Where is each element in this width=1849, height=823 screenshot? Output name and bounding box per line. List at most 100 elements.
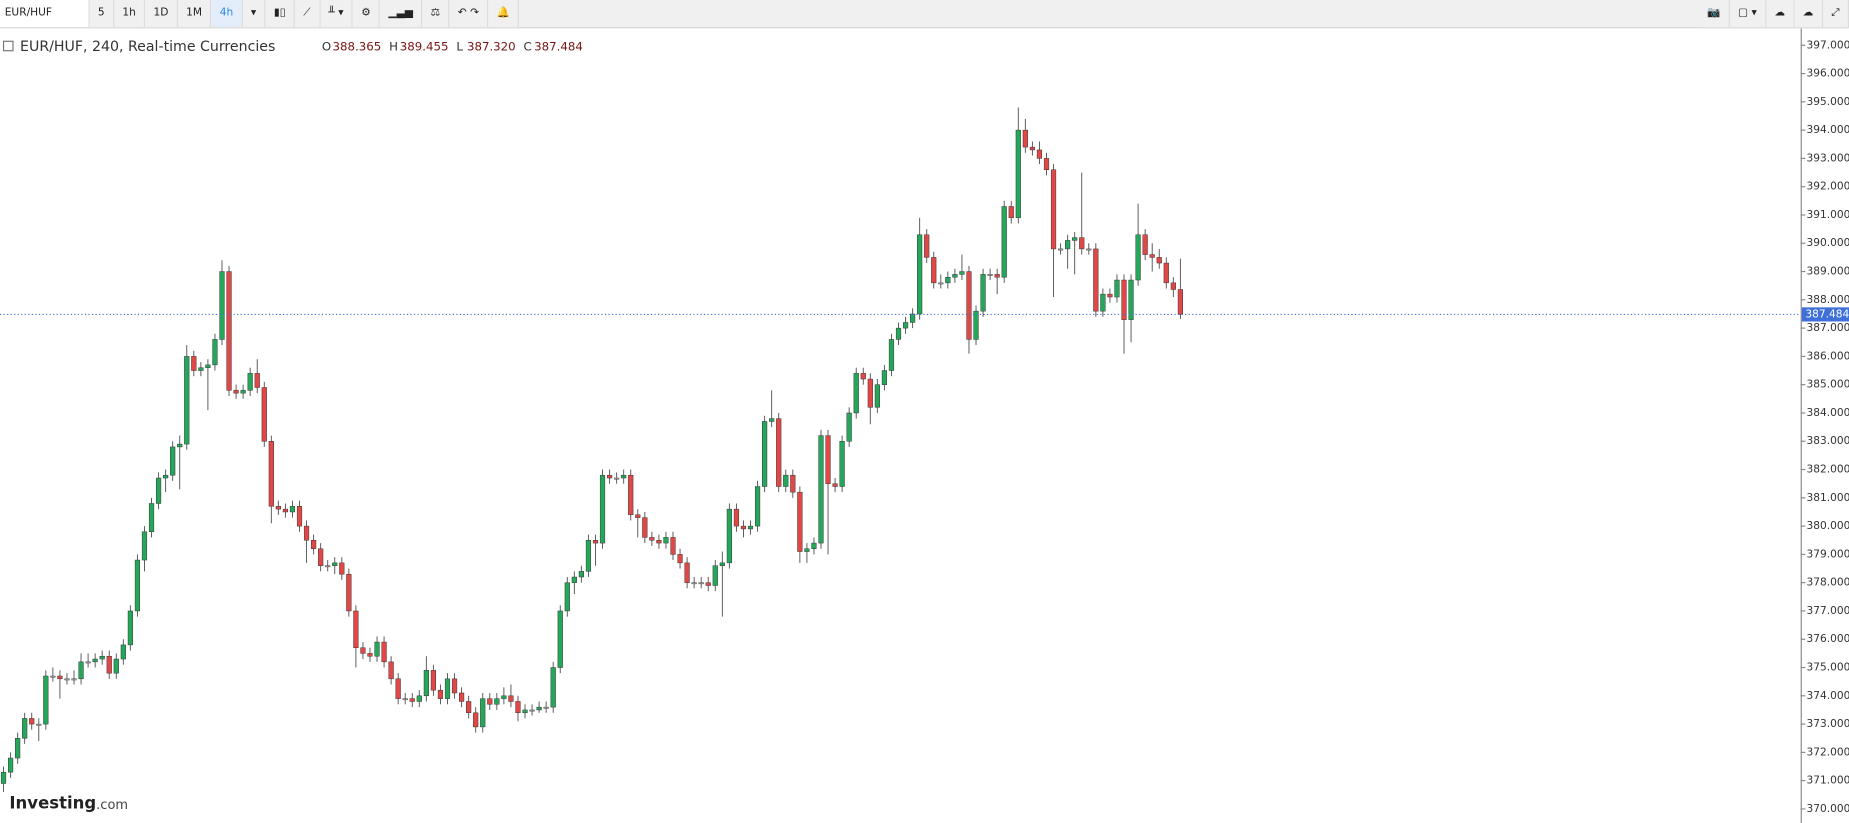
- y-tick-label: 377.000: [1807, 604, 1849, 617]
- y-tick-label: 385.000: [1807, 378, 1849, 391]
- candle-body: [1135, 234, 1141, 281]
- candle-body: [226, 271, 232, 391]
- interval-button[interactable]: 1M: [177, 0, 212, 28]
- candle-body: [621, 474, 627, 479]
- studies-button[interactable]: ▁▃▅: [380, 0, 423, 28]
- candle-body: [917, 234, 923, 315]
- candle-body: [888, 339, 895, 371]
- layout-button[interactable]: ▢ ▾: [1729, 0, 1767, 28]
- chart-style-button[interactable]: ▮▯: [265, 0, 296, 28]
- ohlc-value: 387.484: [534, 40, 583, 54]
- symbol-input[interactable]: EUR/HUF: [0, 0, 90, 28]
- candle-body: [705, 582, 711, 586]
- y-tick-label: 373.000: [1807, 717, 1849, 730]
- candle-body: [684, 562, 690, 583]
- interval-button[interactable]: 5: [89, 0, 115, 28]
- candle-body: [571, 576, 577, 583]
- y-tick-label: 374.000: [1807, 689, 1849, 702]
- alert-button[interactable]: 🔔: [488, 0, 520, 28]
- candle-body: [1043, 158, 1050, 170]
- candle-body: [360, 647, 366, 654]
- candle-body: [931, 257, 937, 284]
- candle-body: [825, 435, 831, 484]
- scale-button[interactable]: ⚖: [422, 0, 450, 28]
- cloud-load-button[interactable]: ☁: [1766, 0, 1795, 28]
- fullscreen-button[interactable]: ⤢: [1822, 0, 1849, 28]
- collapse-icon: [2, 40, 14, 52]
- candle-body: [606, 474, 613, 479]
- dropdown[interactable]: ▾: [242, 0, 266, 28]
- candle-body: [1107, 293, 1113, 298]
- indicators-button[interactable]: ⟋: [295, 0, 321, 28]
- candle-body: [148, 503, 155, 532]
- settings-button[interactable]: ⚙: [352, 0, 381, 28]
- candle-body: [895, 327, 902, 340]
- undo-button[interactable]: ↶ ↷: [449, 0, 489, 28]
- compare-button[interactable]: ╨ ▾: [320, 0, 353, 28]
- candle-body: [1170, 282, 1176, 290]
- candle-body: [247, 373, 253, 391]
- y-tick-label: 395.000: [1807, 95, 1849, 108]
- candle-body: [543, 706, 549, 709]
- candle-body: [85, 661, 91, 664]
- y-tick-label: 397.000: [1807, 38, 1849, 51]
- candle-body: [423, 670, 429, 697]
- candle-body: [7, 757, 14, 773]
- candle-body: [776, 418, 782, 487]
- y-tick-label: 388.000: [1807, 293, 1849, 306]
- candle-body: [719, 562, 725, 566]
- interval-button[interactable]: 4h: [211, 0, 243, 28]
- candle-body: [353, 610, 359, 648]
- y-tick-label: 387.000: [1807, 321, 1849, 334]
- candle-body: [973, 310, 979, 340]
- candle-body: [1114, 279, 1120, 298]
- candle-body: [36, 723, 42, 726]
- candle-body: [994, 274, 1000, 278]
- interval-button[interactable]: 1D: [145, 0, 178, 28]
- candle-body: [198, 367, 204, 371]
- candle-body: [754, 486, 761, 527]
- candle-body: [430, 670, 436, 691]
- ohlc-value: 389.455: [400, 40, 449, 54]
- candle-body: [184, 356, 190, 445]
- candle-body: [783, 474, 789, 487]
- candle-body: [649, 537, 655, 541]
- candle-body: [22, 718, 28, 739]
- cloud-save-button[interactable]: ☁: [1794, 0, 1823, 28]
- candle-body: [677, 554, 683, 564]
- toolbar: EUR/HUF 5 1h 1D 1M 4h ▾ ▮▯ ⟋ ╨ ▾ ⚙ ▁▃▅ ⚖…: [0, 0, 1849, 29]
- candle-body: [71, 678, 77, 681]
- candle-body: [811, 542, 817, 549]
- candle-body: [1022, 129, 1028, 148]
- y-tick-label: 375.000: [1807, 661, 1849, 674]
- candle-body: [952, 274, 958, 278]
- candle-body: [804, 548, 810, 552]
- candle-body: [205, 364, 211, 368]
- candle-body: [853, 373, 859, 414]
- y-tick-label: 379.000: [1807, 547, 1849, 560]
- candle-body: [599, 474, 606, 544]
- candle-body: [1057, 248, 1064, 251]
- candle-body: [367, 653, 373, 657]
- interval-button[interactable]: 1h: [114, 0, 146, 28]
- candle-body: [628, 474, 634, 516]
- candle-body: [296, 506, 303, 527]
- snapshot-button[interactable]: 📷: [1698, 0, 1730, 28]
- candle-body: [1177, 289, 1183, 315]
- candle-body: [1072, 237, 1078, 241]
- logo: Investing: [9, 794, 96, 813]
- price-tag-label: 387.484: [1805, 307, 1849, 320]
- candle-body: [769, 418, 775, 422]
- candle-body: [818, 435, 824, 544]
- candle-body: [0, 771, 7, 784]
- candle-body: [924, 234, 930, 258]
- candle-body: [233, 390, 239, 394]
- ohlc-name: H: [389, 40, 398, 54]
- candle-body: [536, 706, 542, 711]
- candle-body: [966, 271, 972, 340]
- y-tick-label: 381.000: [1807, 491, 1849, 504]
- candle-body: [339, 562, 345, 575]
- candle-body: [642, 517, 648, 538]
- candle-body: [515, 701, 521, 714]
